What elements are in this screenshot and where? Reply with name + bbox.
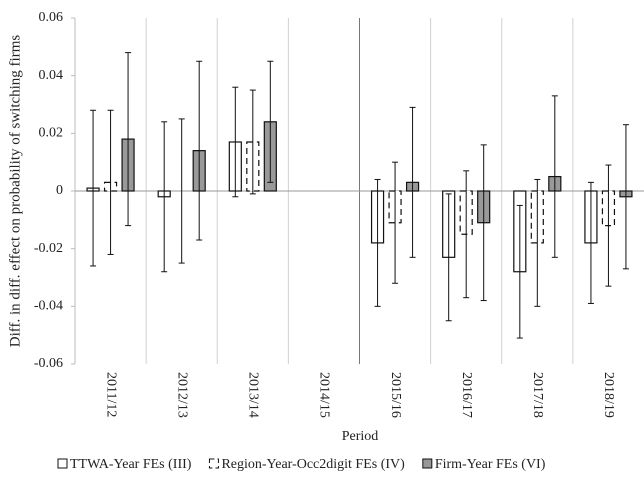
x-tick-label: 2017/18 bbox=[530, 372, 545, 418]
legend-label: TTWA-Year FEs (III) bbox=[70, 457, 192, 472]
y-tick-label: 0.06 bbox=[39, 10, 64, 25]
legend-swatch bbox=[57, 458, 68, 469]
legend-label: Region-Year-Occ2digit FEs (IV) bbox=[221, 457, 405, 472]
x-tick-label: 2014/15 bbox=[317, 372, 332, 418]
legend-label: Firm-Year FEs (VI) bbox=[435, 457, 546, 472]
y-axis-label: Diff. in diff. effect on probability of … bbox=[7, 35, 23, 348]
y-tick-label: -0.06 bbox=[34, 356, 63, 371]
x-tick-label: 2015/16 bbox=[388, 372, 403, 418]
x-tick-label: 2013/14 bbox=[246, 372, 261, 418]
y-tick-label: -0.04 bbox=[34, 299, 63, 314]
legend-swatch bbox=[422, 458, 433, 469]
y-tick-label: -0.02 bbox=[34, 241, 63, 256]
x-tick-label: 2016/17 bbox=[459, 372, 474, 418]
x-axis-label: Period bbox=[342, 429, 379, 444]
y-tick-label: 0.04 bbox=[39, 68, 64, 83]
legend-swatch bbox=[208, 458, 219, 469]
x-tick-label: 2018/19 bbox=[601, 372, 616, 418]
x-tick-label: 2011/12 bbox=[103, 372, 118, 417]
y-tick-label: 0.02 bbox=[39, 126, 64, 141]
x-tick-label: 2012/13 bbox=[174, 372, 189, 418]
y-tick-label: 0 bbox=[56, 183, 63, 198]
